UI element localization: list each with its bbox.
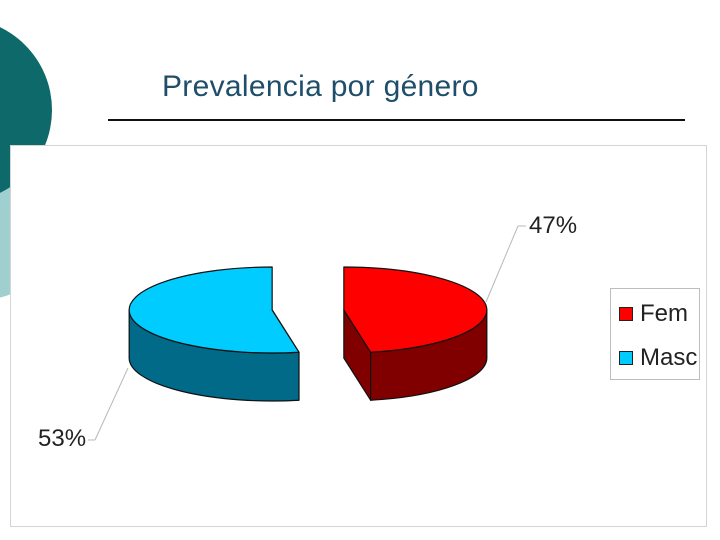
pie-slice-masc [128,266,300,402]
leader-line-masc [94,367,129,441]
data-label-masc: 53% [38,425,86,452]
legend-item-masc: Masc [619,344,698,371]
slice-masc-top [128,266,300,354]
legend-label-fem: Fem [640,300,688,327]
legend-swatch-fem [619,307,633,321]
legend-item-fem: Fem [619,300,688,327]
data-label-fem: 47% [529,212,577,239]
slice-fem-top [343,266,488,353]
pie-slice-fem [343,266,488,401]
legend-label-masc: Masc [640,344,698,371]
legend-swatch-masc [619,351,633,365]
leader-line-fem [485,225,519,303]
chart-legend: Fem Masc [610,288,700,380]
slide-title: Prevalencia por género [162,70,479,103]
title-underline [108,119,685,121]
